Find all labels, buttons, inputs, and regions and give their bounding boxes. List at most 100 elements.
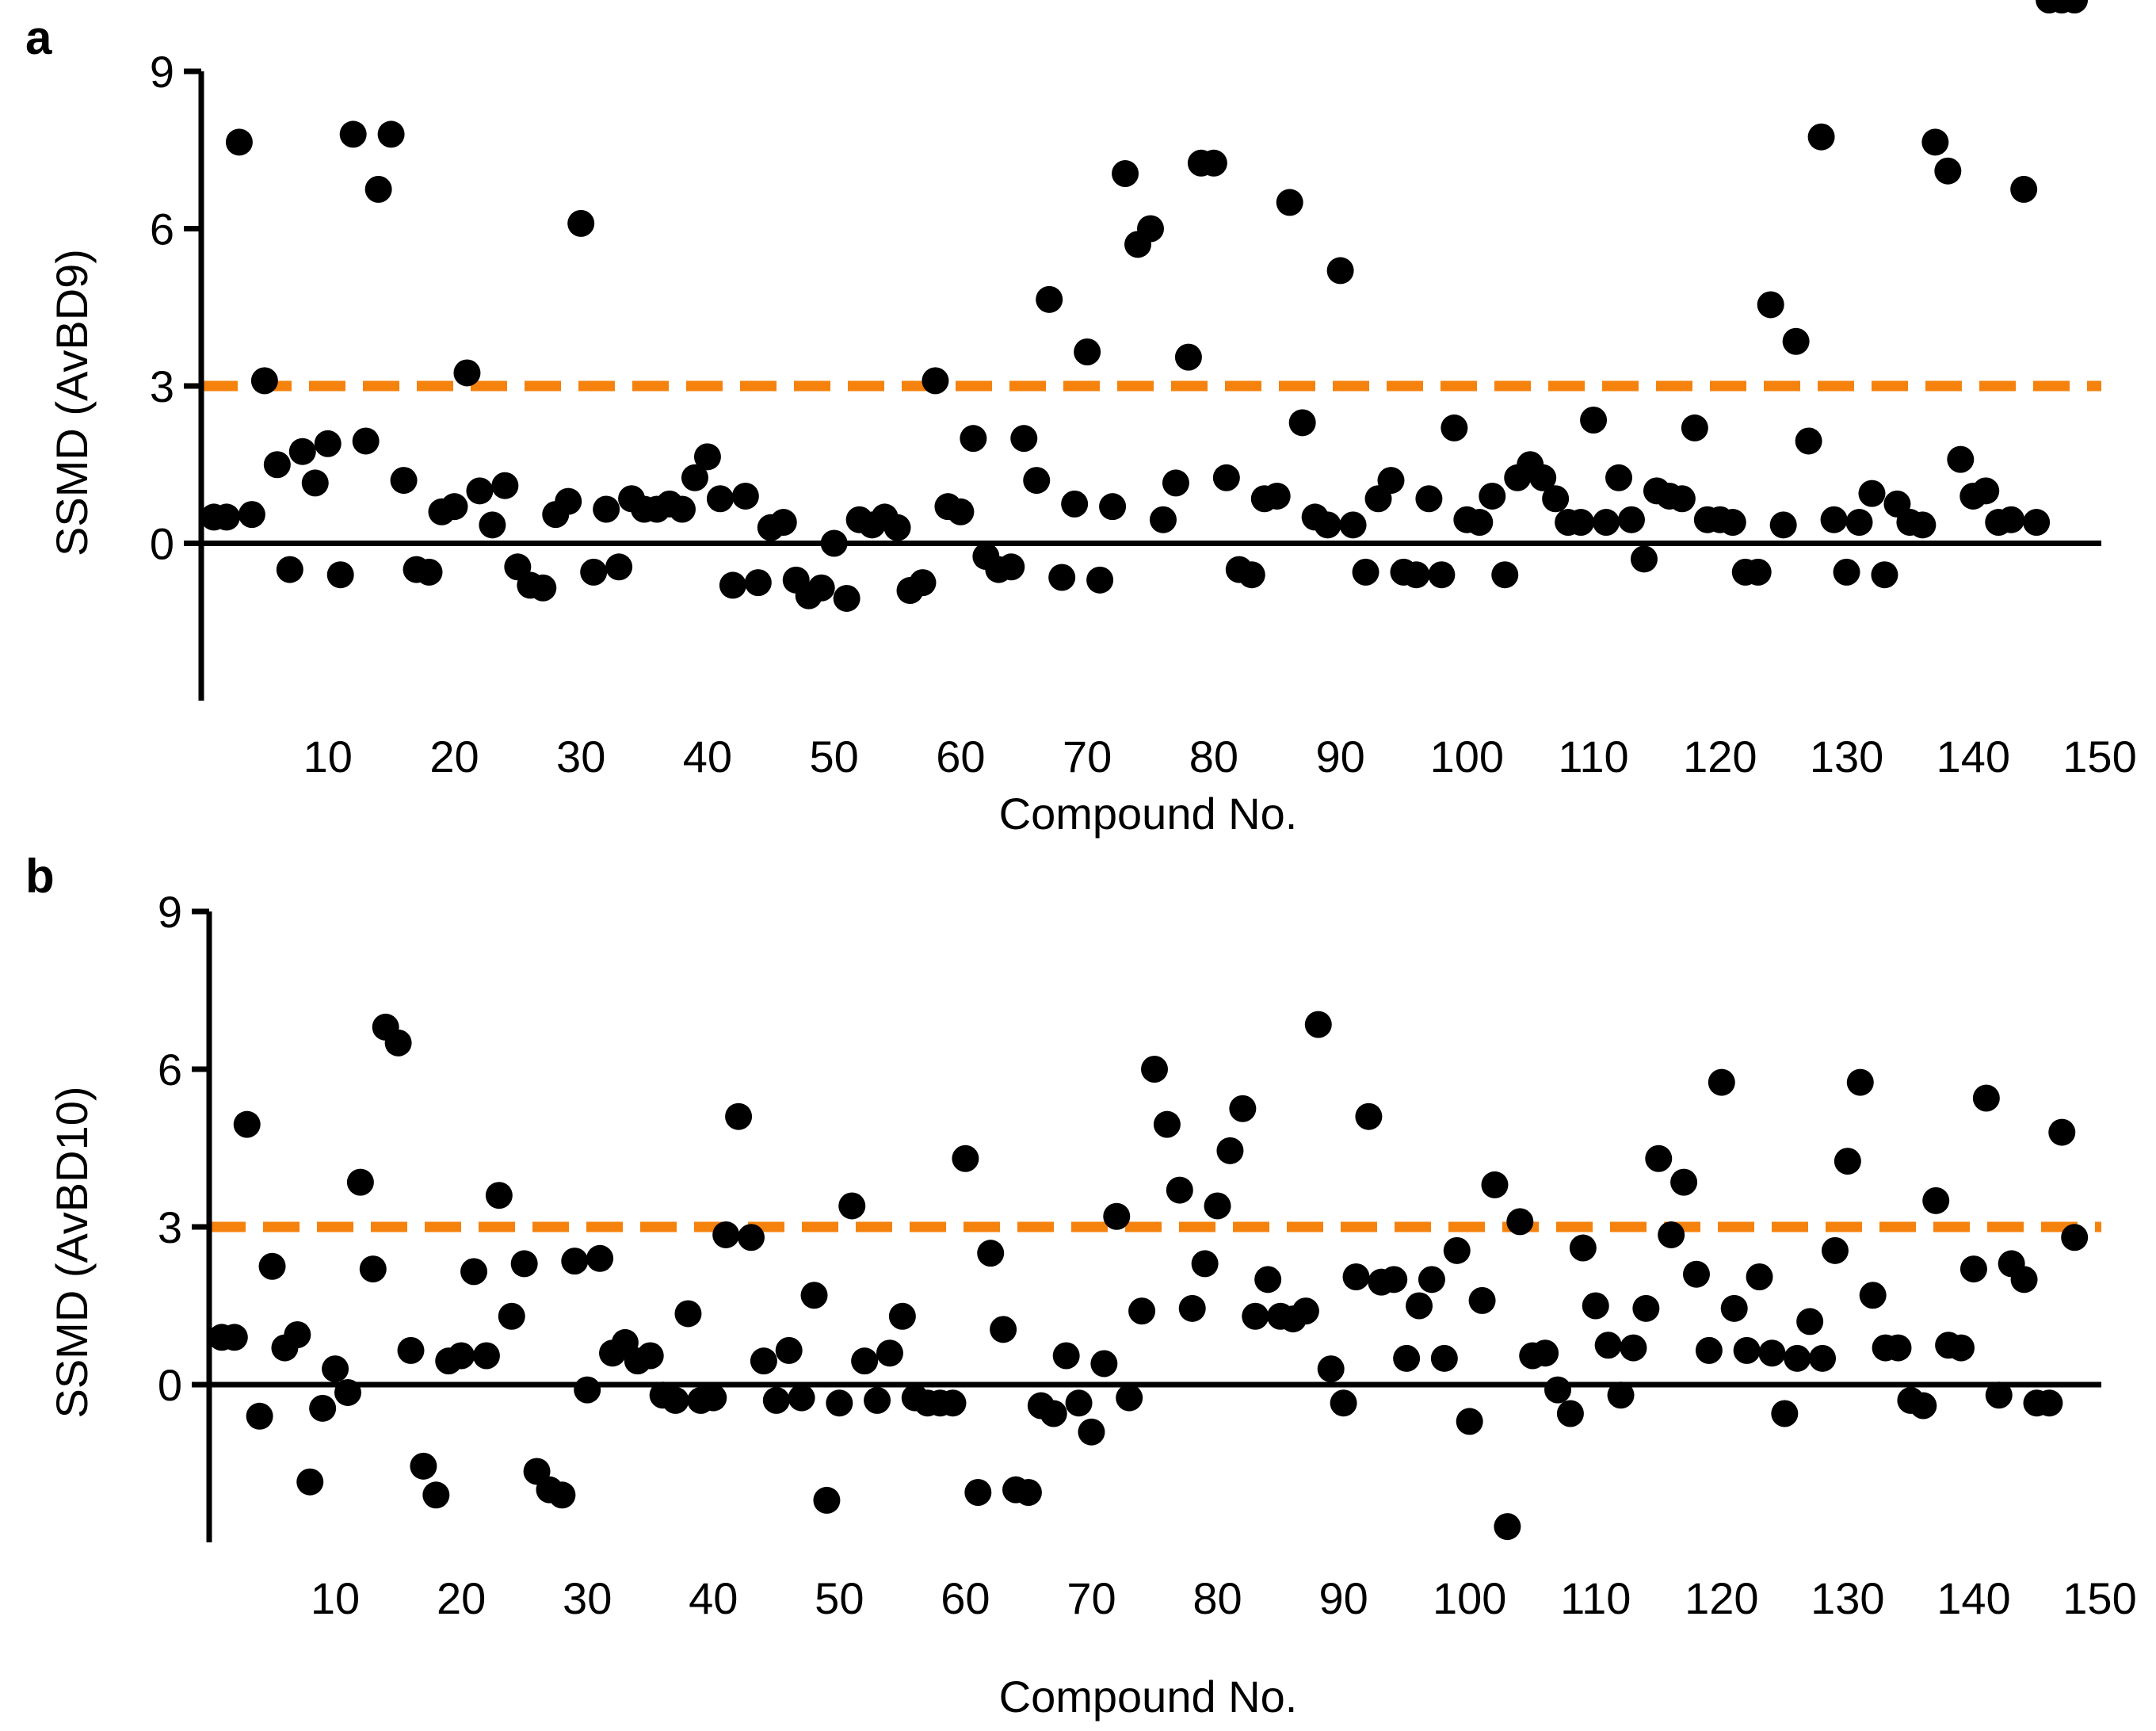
panel-b-data-point <box>334 1378 361 1406</box>
panel-a-data-point <box>1466 509 1494 537</box>
panel-a-data-point <box>719 571 746 599</box>
panel-b-data-point <box>1594 1332 1622 1359</box>
panel-b-data-point <box>1821 1236 1849 1264</box>
panel-a-data-point <box>250 367 278 395</box>
panel-b-data-point <box>964 1478 992 1506</box>
panel-b-data-point <box>674 1300 702 1328</box>
panel-b-data-point <box>1758 1339 1786 1367</box>
panel-b-x-tick-label: 10 <box>311 1573 360 1623</box>
panel-a-data-point <box>1782 327 1810 355</box>
panel-a-data-point <box>593 495 620 523</box>
panel-a-data-point <box>1149 506 1177 533</box>
panel-b-x-tick-label: 110 <box>1560 1573 1631 1623</box>
panel-a-data-point <box>1630 545 1658 573</box>
panel-b-data-point <box>422 1481 450 1509</box>
panel-a-data-point <box>731 482 759 510</box>
panel-a-y-tick-label: 0 <box>150 519 174 569</box>
panel-b-data-point <box>1922 1186 1950 1214</box>
panel-a-data-point <box>1174 343 1202 371</box>
panel-b-data-point <box>1406 1292 1433 1320</box>
panel-a-data-point <box>301 469 329 497</box>
panel-a-data-point <box>1326 257 1354 285</box>
panel-b-data-point <box>1506 1208 1534 1236</box>
panel-a-x-tick-label: 140 <box>1937 732 2010 781</box>
panel-b-data-point <box>2036 1389 2063 1417</box>
panel-b-data-point <box>586 1244 614 1272</box>
panel-b-data-point <box>284 1320 311 1348</box>
panel-a-data-point <box>1972 477 2000 505</box>
panel-b-x-axis-title: Compound No. <box>999 1672 1298 1721</box>
panel-b-data-point <box>1014 1478 1042 1506</box>
panel-a-data-point <box>1567 509 1595 537</box>
panel-b-data-point <box>1304 1011 1332 1038</box>
panel-b-data-point <box>1682 1260 1710 1288</box>
panel-b-data-point <box>574 1376 601 1404</box>
panel-b-data-point <box>1342 1263 1370 1291</box>
panel-a-x-axis-title: Compound No. <box>999 789 1298 839</box>
panel-b-data-point <box>750 1347 777 1375</box>
panel-a-x-tick-label: 100 <box>1430 732 1504 781</box>
panel-a-data-point <box>909 569 937 597</box>
panel-a-data-point <box>1288 409 1316 437</box>
panel-a-data-point <box>1352 558 1379 586</box>
panel-a-data-point <box>276 556 303 583</box>
panel-b-data-point <box>1985 1381 2013 1409</box>
panel-b-data-point <box>1355 1102 1383 1130</box>
panel-b-data-point <box>1834 1148 1861 1175</box>
panel-a-data-point <box>1668 485 1696 513</box>
panel-a-data-point <box>1617 506 1645 533</box>
panel-a-data-point <box>1200 149 1227 177</box>
panel-a-data-point <box>998 553 1025 581</box>
panel-a-data-point <box>1314 511 1341 539</box>
panel-a-data-point <box>2023 509 2051 537</box>
panel-a-data-point <box>1010 425 1038 453</box>
panel-a-x-tick-label: 80 <box>1189 732 1238 781</box>
panel-a-data-point <box>1719 509 1746 537</box>
panel-b-y-tick-label: 3 <box>158 1202 182 1252</box>
panel-a-data-point <box>1833 558 1860 586</box>
panel-b-data-point <box>1216 1137 1244 1164</box>
panel-b-data-point <box>1191 1250 1219 1278</box>
panel-b-data-point <box>1720 1294 1748 1322</box>
panel-b-data-point <box>1166 1176 1193 1204</box>
panel-b-data-point <box>813 1486 841 1514</box>
panel-b-data-point <box>1658 1221 1685 1248</box>
panel-a-data-point <box>1529 464 1557 491</box>
panel-b-data-point <box>1846 1068 1874 1096</box>
panel-a-data-point <box>1339 511 1367 539</box>
panel-b-data-point <box>2061 1224 2089 1251</box>
panel-a-data-point <box>947 498 975 525</box>
panel-b-data-point <box>1972 1084 2000 1112</box>
panel-b-data-point <box>220 1324 248 1351</box>
panel-b-data-point <box>1532 1339 1559 1367</box>
panel-a-x-tick-label: 10 <box>303 732 353 781</box>
panel-b-data-point <box>1468 1286 1496 1314</box>
panel-a-data-point <box>1593 509 1620 537</box>
panel-b-data-point <box>2048 1118 2076 1146</box>
panel-b-letter: b <box>25 850 55 903</box>
panel-b-data-point <box>762 1386 790 1414</box>
panel-a-data-point <box>1023 467 1051 495</box>
panel-a-data-point <box>339 120 367 148</box>
panel-a-data-point <box>1807 123 1835 151</box>
panel-b-data-point <box>1784 1344 1811 1372</box>
panel-a-x-tick-label: 110 <box>1558 732 1628 781</box>
panel-a-data-point <box>1137 215 1164 243</box>
panel-b-data-point <box>662 1386 689 1414</box>
panel-a-y-tick-label: 9 <box>150 47 174 97</box>
panel-b-data-point <box>888 1302 916 1330</box>
panel-b-data-points <box>208 1011 2089 1541</box>
panel-a-data-point <box>1162 469 1189 497</box>
panel-a-data-point <box>706 485 734 513</box>
panel-b-data-point <box>1632 1294 1660 1322</box>
panel-a-data-point <box>1580 407 1608 434</box>
panel-b-data-point <box>1380 1266 1408 1293</box>
panel-b-data-point <box>876 1339 903 1367</box>
panel-b-data-point <box>1948 1334 1975 1362</box>
panel-a-data-point <box>1112 160 1139 188</box>
panel-a-x-tick-label: 90 <box>1315 732 1364 781</box>
panel-b-data-point <box>826 1389 853 1417</box>
panel-a-data-point <box>1061 490 1089 518</box>
panel-a: a 0 3 6 9 10 20 30 40 50 60 70 80 90 100 110 120 130 140 1… <box>25 0 2137 839</box>
